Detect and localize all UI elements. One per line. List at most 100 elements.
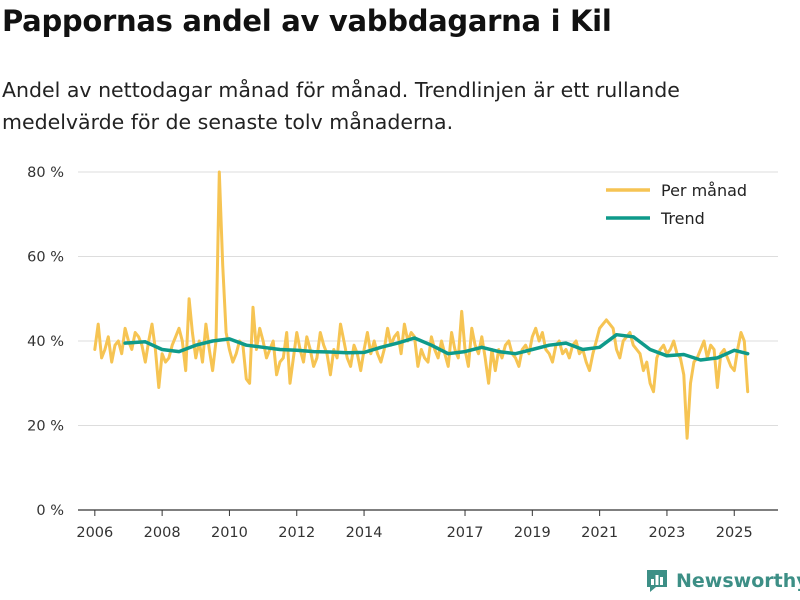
data-point	[171, 344, 173, 346]
data-point	[454, 348, 456, 350]
data-point	[615, 348, 617, 350]
series-line-trend	[123, 332, 750, 362]
data-point	[198, 340, 200, 342]
data-point	[551, 361, 553, 363]
data-point	[346, 352, 348, 354]
data-point	[528, 353, 530, 355]
data-point	[114, 344, 116, 346]
data-point	[430, 336, 432, 338]
x-tick-label: 2010	[211, 525, 248, 541]
data-point	[487, 382, 489, 384]
data-point	[292, 357, 294, 359]
data-point	[693, 361, 695, 363]
data-point	[615, 334, 617, 336]
data-point	[652, 391, 654, 393]
data-point	[508, 340, 510, 342]
newsworthy-logo-icon	[647, 570, 667, 592]
data-point	[201, 361, 203, 363]
data-point	[639, 353, 641, 355]
data-point	[430, 344, 432, 346]
y-tick-label: 60 %	[27, 250, 64, 266]
data-point	[161, 348, 163, 350]
data-point	[636, 348, 638, 350]
data-point	[117, 340, 119, 342]
data-point	[336, 357, 338, 359]
data-point	[255, 348, 257, 350]
data-point	[548, 344, 550, 346]
data-point	[397, 342, 399, 344]
data-point	[642, 369, 644, 371]
data-point	[124, 327, 126, 329]
data-point	[400, 353, 402, 355]
data-point	[302, 361, 304, 363]
data-point	[474, 344, 476, 346]
x-tick-label: 2012	[278, 525, 315, 541]
data-point	[481, 346, 483, 348]
data-point	[296, 331, 298, 333]
x-tick-label: 2025	[716, 525, 753, 541]
data-point	[208, 348, 210, 350]
data-point	[686, 437, 688, 439]
data-point	[592, 353, 594, 355]
y-tick-label: 0 %	[36, 503, 64, 519]
data-point	[440, 340, 442, 342]
data-point	[100, 357, 102, 359]
data-point	[158, 386, 160, 388]
data-point	[232, 361, 234, 363]
data-point	[733, 349, 735, 351]
data-point	[659, 348, 661, 350]
data-point	[191, 331, 193, 333]
y-tick-label: 40 %	[27, 334, 64, 350]
data-point	[410, 331, 412, 333]
data-point	[262, 346, 264, 348]
data-point	[457, 357, 459, 359]
data-point	[380, 346, 382, 348]
data-point	[319, 331, 321, 333]
data-point	[582, 348, 584, 350]
data-point	[265, 357, 267, 359]
logo-bar-1	[651, 579, 654, 585]
data-point	[733, 369, 735, 371]
data-point	[333, 348, 335, 350]
data-point	[723, 348, 725, 350]
data-point	[740, 331, 742, 333]
data-point	[97, 323, 99, 325]
data-point	[447, 365, 449, 367]
data-point	[218, 171, 220, 173]
data-point	[514, 353, 516, 355]
data-point	[174, 336, 176, 338]
data-point	[498, 350, 500, 352]
data-point	[646, 361, 648, 363]
data-point	[467, 365, 469, 367]
y-tick-label: 20 %	[27, 419, 64, 435]
brand-name: Newsworthy	[676, 570, 800, 592]
data-point	[437, 357, 439, 359]
data-point	[386, 327, 388, 329]
data-point	[296, 349, 298, 351]
data-point	[111, 361, 113, 363]
data-point	[585, 361, 587, 363]
data-point	[195, 344, 197, 346]
data-point	[104, 348, 106, 350]
data-point	[602, 323, 604, 325]
data-point	[151, 323, 153, 325]
data-point	[518, 365, 520, 367]
data-point	[538, 340, 540, 342]
data-point	[235, 353, 237, 355]
data-point	[282, 357, 284, 359]
logo-bar-2	[655, 575, 659, 585]
data-point	[673, 340, 675, 342]
data-point	[262, 340, 264, 342]
data-point	[656, 357, 658, 359]
data-point	[168, 357, 170, 359]
data-point	[578, 353, 580, 355]
data-point	[403, 323, 405, 325]
data-point	[94, 348, 96, 350]
data-point	[632, 344, 634, 346]
data-point	[481, 336, 483, 338]
data-point	[598, 346, 600, 348]
data-point	[535, 327, 537, 329]
data-point	[689, 382, 691, 384]
data-point	[393, 336, 395, 338]
data-point	[376, 353, 378, 355]
